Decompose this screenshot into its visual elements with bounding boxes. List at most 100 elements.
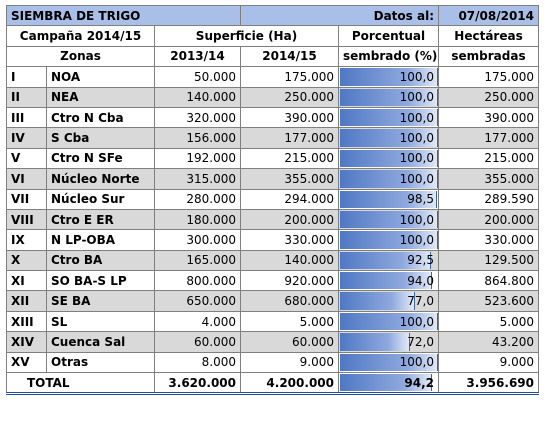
hectares-sown-cell: 5.000 xyxy=(438,310,539,333)
hectares-sown-cell: 175.000 xyxy=(438,66,539,88)
percent-sown-cell: 100,0 xyxy=(338,229,439,251)
surface-2013-14-cell: 4.000 xyxy=(154,310,241,333)
zone-code-cell: XI xyxy=(6,270,47,292)
zone-code-cell: XIII xyxy=(6,310,47,333)
zone-code-cell: V xyxy=(6,147,47,170)
total-percent-value: 94,2 xyxy=(404,375,434,390)
zone-code-cell: IX xyxy=(6,229,47,251)
zone-name-cell: SE BA xyxy=(46,290,155,312)
percent-sown-cell: 100,0 xyxy=(338,351,439,374)
percent-value: 72,0 xyxy=(407,334,434,349)
zone-name-cell: NOA xyxy=(46,66,155,88)
zone-code-cell: II xyxy=(6,86,47,108)
percent-data-bar xyxy=(340,333,411,351)
surface-2013-14-cell: 800.000 xyxy=(154,270,241,292)
surface-2013-14-cell: 50.000 xyxy=(154,66,241,88)
percent-header-line1: Porcentual xyxy=(338,25,439,47)
surface-2014-15-cell: 355.000 xyxy=(240,168,339,190)
zone-name-cell: Ctro N Cba xyxy=(46,106,155,129)
zone-name-cell: SO BA-S LP xyxy=(46,270,155,292)
percent-data-bar xyxy=(340,272,433,290)
table-row: XI SO BA-S LP 800.000 920.000 94,0 864.800 xyxy=(6,270,539,292)
zone-name-cell: Otras xyxy=(46,351,155,374)
percent-data-bar xyxy=(340,170,438,188)
surface-2013-14-cell: 180.000 xyxy=(154,208,241,231)
percent-value: 100,0 xyxy=(399,110,434,125)
zones-header: Zonas xyxy=(6,45,155,68)
table-row: X Ctro BA 165.000 140.000 92,5 129.500 xyxy=(6,249,539,272)
percent-value: 92,5 xyxy=(407,253,434,268)
table-title: SIEMBRA DE TRIGO xyxy=(6,4,241,27)
table-row: XIV Cuenca Sal 60.000 60.000 72,0 43.200 xyxy=(6,331,539,353)
table-row: I NOA 50.000 175.000 100,0 175.000 xyxy=(6,66,539,88)
table-row: III Ctro N Cba 320.000 390.000 100,0 390.000 xyxy=(6,106,539,129)
percent-sown-cell: 100,0 xyxy=(338,310,439,333)
percent-data-bar xyxy=(340,88,438,106)
table-row: II NEA 140.000 250.000 100,0 250.000 xyxy=(6,86,539,108)
zone-code-cell: III xyxy=(6,106,47,129)
surface-2014-15-cell: 294.000 xyxy=(240,188,339,210)
percent-sown-cell: 100,0 xyxy=(338,86,439,108)
percent-sown-cell: 100,0 xyxy=(338,147,439,170)
percent-data-bar xyxy=(340,129,438,147)
surface-2013-14-cell: 8.000 xyxy=(154,351,241,374)
year1-header: 2013/14 xyxy=(154,45,241,68)
hectares-sown-cell: 129.500 xyxy=(438,249,539,272)
surface-2014-15-cell: 680.000 xyxy=(240,290,339,312)
zone-name-cell: S Cba xyxy=(46,127,155,149)
hectares-sown-cell: 864.800 xyxy=(438,270,539,292)
percent-value: 100,0 xyxy=(399,355,434,370)
percent-sown-cell: 72,0 xyxy=(338,331,439,353)
percent-data-bar xyxy=(340,231,438,249)
wheat-sowing-table: SIEMBRA DE TRIGO Datos al: 07/08/2014 Ca… xyxy=(6,4,539,396)
zone-name-cell: NEA xyxy=(46,86,155,108)
date-value: 07/08/2014 xyxy=(438,4,539,27)
surface-2014-15-cell: 9.000 xyxy=(240,351,339,374)
hectares-header-line2: sembradas xyxy=(438,45,539,68)
percent-sown-cell: 98,5 xyxy=(338,188,439,210)
zone-name-cell: Ctro BA xyxy=(46,249,155,272)
zone-name-cell: Cuenca Sal xyxy=(46,331,155,353)
hectares-sown-cell: 250.000 xyxy=(438,86,539,108)
zone-code-cell: VI xyxy=(6,168,47,190)
percent-data-bar xyxy=(340,251,431,270)
zone-code-cell: XV xyxy=(6,351,47,374)
percent-sown-cell: 100,0 xyxy=(338,127,439,149)
surface-2014-15-cell: 215.000 xyxy=(240,147,339,170)
percent-value: 100,0 xyxy=(399,212,434,227)
surface-header: Superficie (Ha) xyxy=(154,25,339,47)
table-row: VIII Ctro E ER 180.000 200.000 100,0 200.000 xyxy=(6,208,539,231)
percent-sown-cell: 100,0 xyxy=(338,168,439,190)
zone-name-cell: N LP-OBA xyxy=(46,229,155,251)
percent-data-bar xyxy=(340,292,416,310)
total-surface-s1314-cell: 3.620.000 xyxy=(154,372,241,396)
percent-sown-cell: 92,5 xyxy=(338,249,439,272)
year2-header: 2014/15 xyxy=(240,45,339,68)
surface-2014-15-cell: 330.000 xyxy=(240,229,339,251)
total-percent-data-bar xyxy=(340,374,433,391)
hectares-sown-cell: 177.000 xyxy=(438,127,539,149)
zone-code-cell: VIII xyxy=(6,208,47,231)
surface-2014-15-cell: 177.000 xyxy=(240,127,339,149)
percent-data-bar xyxy=(340,108,438,127)
total-percent-cell: 94,2 xyxy=(338,372,439,396)
surface-2014-15-cell: 60.000 xyxy=(240,331,339,353)
surface-2013-14-cell: 140.000 xyxy=(154,86,241,108)
surface-2013-14-cell: 192.000 xyxy=(154,147,241,170)
table-row: XIII SL 4.000 5.000 100,0 5.000 xyxy=(6,310,539,333)
percent-value: 100,0 xyxy=(399,69,434,84)
table-row: V Ctro N SFe 192.000 215.000 100,0 215.000 xyxy=(6,147,539,170)
hectares-sown-cell: 215.000 xyxy=(438,147,539,170)
zone-code-cell: XIV xyxy=(6,331,47,353)
surface-2014-15-cell: 250.000 xyxy=(240,86,339,108)
hectares-sown-cell: 390.000 xyxy=(438,106,539,129)
table-row: IX N LP-OBA 300.000 330.000 100,0 330.000 xyxy=(6,229,539,251)
table-row: XV Otras 8.000 9.000 100,0 9.000 xyxy=(6,351,539,374)
surface-2013-14-cell: 650.000 xyxy=(154,290,241,312)
zone-name-cell: Ctro N SFe xyxy=(46,147,155,170)
hectares-sown-cell: 330.000 xyxy=(438,229,539,251)
percent-value: 100,0 xyxy=(399,151,434,166)
surface-2013-14-cell: 300.000 xyxy=(154,229,241,251)
hectares-sown-cell: 289.590 xyxy=(438,188,539,210)
surface-2013-14-cell: 320.000 xyxy=(154,106,241,129)
